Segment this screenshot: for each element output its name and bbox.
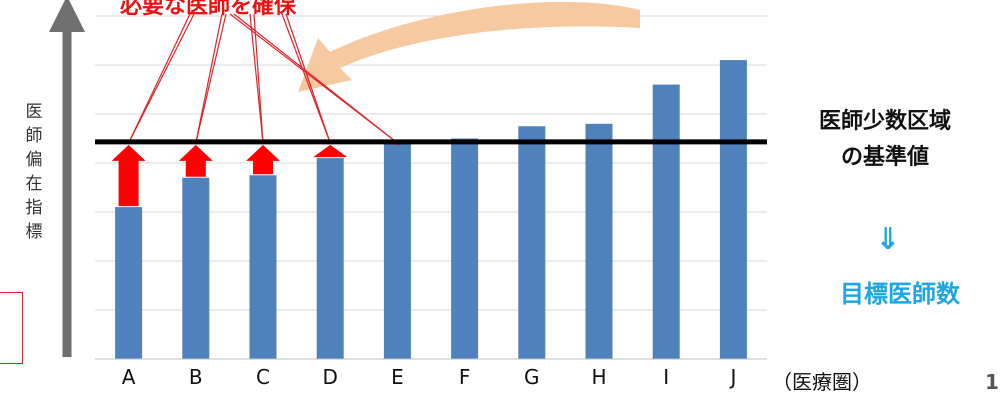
threshold-label-line1: 医師少数区域 [818, 109, 951, 134]
x-tick-labels: A B C D E F G H I J [122, 365, 737, 389]
target-label: 目標医師数 [840, 280, 960, 308]
red-outline-box [0, 292, 23, 364]
x-tick-label: E [391, 365, 404, 389]
bar-E [383, 143, 411, 359]
y-axis-label-char: 標 [25, 222, 43, 242]
y-axis-label-char: 師 [25, 126, 43, 146]
x-tick-label: I [663, 365, 669, 389]
y-axis-label-char: 偏 [25, 150, 43, 170]
y-axis-label-char: 医 [25, 102, 43, 122]
down-arrow-icon: ⇓ [875, 222, 901, 257]
increase-arrow-D [313, 144, 348, 158]
x-tick-label: B [189, 365, 203, 389]
increase-arrow-B [178, 144, 213, 177]
annotation-line [195, 13, 223, 144]
bar-I [652, 84, 680, 359]
annotation-lines [128, 13, 398, 144]
threshold-label-line2: の基準値 [840, 145, 929, 170]
x-tick-label: F [459, 365, 471, 389]
increase-arrow-A [111, 144, 146, 207]
annotation-line [128, 13, 195, 144]
bar-H [585, 123, 613, 359]
curved-arrow [298, 1, 640, 92]
y-axis-label-char: 指 [25, 198, 43, 218]
increase-arrow-shape [111, 144, 146, 207]
bar-C [249, 175, 277, 359]
top-banner: 必要な医師を確保 [120, 0, 297, 19]
increase-arrow-shape [246, 144, 280, 175]
y-axis-label-char: 在 [25, 174, 43, 194]
increase-arrow-shape [178, 144, 213, 177]
annotation-line [253, 13, 264, 143]
x-tick-label: A [122, 365, 136, 389]
y-axis-label: 医 師 偏 在 指 標 [22, 100, 46, 244]
annotation-line [195, 13, 227, 144]
bar-D [316, 158, 344, 359]
bar-F [451, 138, 479, 359]
x-tick-label: G [524, 365, 540, 389]
bar-G [518, 126, 546, 359]
annotation-line [249, 13, 264, 143]
bars [115, 60, 747, 359]
x-axis-unit: （医療圏） [772, 370, 872, 394]
annotation-line [281, 13, 331, 144]
x-tick-label: H [591, 365, 606, 389]
increase-arrow-shape [313, 144, 348, 158]
x-tick-label: D [322, 365, 337, 389]
x-tick-label: C [256, 365, 270, 389]
bar-J [719, 60, 747, 359]
bar-A [115, 207, 143, 359]
page-number: 1 [985, 370, 999, 394]
annotation-line [233, 13, 398, 144]
bar-B [182, 177, 210, 359]
curved-arrow-shape [298, 1, 640, 92]
x-tick-label: J [728, 365, 736, 389]
annotation-line [285, 13, 331, 144]
threshold-label: 医師少数区域 の基準値 [770, 104, 1000, 176]
increase-arrow-C [246, 144, 280, 175]
